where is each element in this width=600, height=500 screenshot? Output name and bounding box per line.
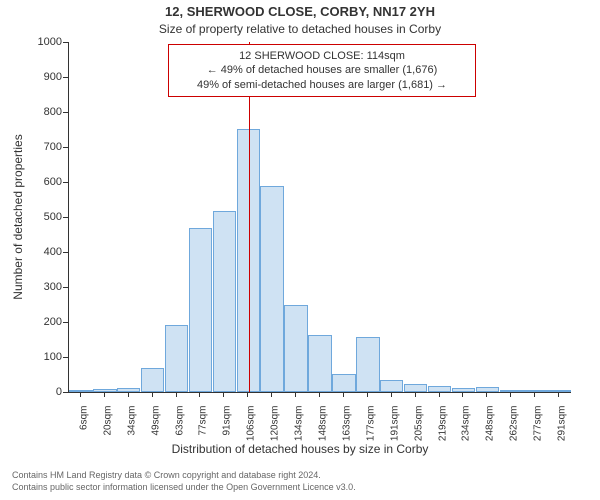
x-tick-mark — [176, 392, 177, 397]
x-tick-label: 163sqm — [341, 406, 352, 442]
y-tick-label: 300 — [22, 281, 68, 293]
x-tick-label: 6sqm — [78, 406, 89, 430]
histogram-bar — [213, 211, 236, 392]
x-tick-label: 120sqm — [270, 406, 281, 442]
x-tick-mark — [199, 392, 200, 397]
title-main: 12, SHERWOOD CLOSE, CORBY, NN17 2YH — [0, 4, 600, 19]
histogram-bar — [189, 228, 212, 393]
x-tick-label: 234sqm — [461, 406, 472, 442]
histogram-bar — [332, 374, 355, 392]
x-tick-label: 248sqm — [485, 406, 496, 442]
x-tick-mark — [534, 392, 535, 397]
x-tick-label: 106sqm — [246, 406, 257, 442]
x-tick-mark — [486, 392, 487, 397]
title-sub: Size of property relative to detached ho… — [0, 22, 600, 36]
x-axis-label: Distribution of detached houses by size … — [0, 442, 600, 456]
x-tick-mark — [510, 392, 511, 397]
y-tick-mark — [63, 217, 68, 218]
histogram-bar — [237, 129, 260, 392]
x-tick-mark — [271, 392, 272, 397]
x-tick-label: 77sqm — [198, 406, 209, 436]
histogram-bar — [260, 186, 283, 393]
annotation-box: 12 SHERWOOD CLOSE: 114sqm← 49% of detach… — [168, 44, 476, 97]
x-tick-label: 134sqm — [294, 406, 305, 442]
x-tick-label: 291sqm — [557, 406, 568, 442]
x-tick-mark — [462, 392, 463, 397]
x-tick-mark — [343, 392, 344, 397]
y-tick-mark — [63, 357, 68, 358]
histogram-bar — [404, 384, 427, 392]
footer-line1: Contains HM Land Registry data © Crown c… — [12, 470, 356, 482]
x-tick-mark — [391, 392, 392, 397]
y-tick-mark — [63, 112, 68, 113]
y-tick-mark — [63, 287, 68, 288]
y-tick-label: 500 — [22, 211, 68, 223]
footer-line2: Contains public sector information licen… — [12, 482, 356, 494]
x-tick-mark — [415, 392, 416, 397]
histogram-bar — [117, 388, 140, 392]
x-tick-label: 219sqm — [437, 406, 448, 442]
y-tick-mark — [63, 77, 68, 78]
x-tick-label: 34sqm — [126, 406, 137, 436]
y-tick-label: 900 — [22, 71, 68, 83]
y-tick-mark — [63, 322, 68, 323]
x-tick-label: 91sqm — [222, 406, 233, 436]
x-tick-label: 148sqm — [318, 406, 329, 442]
histogram-bar — [141, 368, 164, 392]
x-tick-label: 20sqm — [102, 406, 113, 436]
x-tick-label: 191sqm — [389, 406, 400, 442]
y-tick-mark — [63, 392, 68, 393]
y-tick-label: 600 — [22, 176, 68, 188]
x-tick-mark — [104, 392, 105, 397]
y-tick-mark — [63, 147, 68, 148]
x-tick-mark — [223, 392, 224, 397]
x-tick-mark — [152, 392, 153, 397]
y-tick-mark — [63, 182, 68, 183]
y-tick-label: 1000 — [22, 36, 68, 48]
x-tick-mark — [367, 392, 368, 397]
y-tick-mark — [63, 42, 68, 43]
y-tick-label: 700 — [22, 141, 68, 153]
x-tick-label: 262sqm — [509, 406, 520, 442]
x-tick-mark — [80, 392, 81, 397]
footer-attribution: Contains HM Land Registry data © Crown c… — [12, 470, 356, 493]
x-tick-mark — [295, 392, 296, 397]
y-tick-label: 100 — [22, 351, 68, 363]
histogram-bar — [380, 380, 403, 392]
x-tick-mark — [247, 392, 248, 397]
x-tick-label: 177sqm — [365, 406, 376, 442]
x-tick-mark — [558, 392, 559, 397]
x-tick-label: 49sqm — [150, 406, 161, 436]
histogram-bar — [308, 335, 331, 392]
y-tick-label: 200 — [22, 316, 68, 328]
x-tick-mark — [128, 392, 129, 397]
y-tick-label: 800 — [22, 106, 68, 118]
histogram-bar — [356, 337, 379, 392]
histogram-bar — [93, 389, 116, 393]
histogram-bar — [284, 305, 307, 393]
y-tick-mark — [63, 252, 68, 253]
annotation-line: 49% of semi-detached houses are larger (… — [177, 78, 467, 92]
histogram-bar — [69, 390, 92, 392]
annotation-line: ← 49% of detached houses are smaller (1,… — [177, 63, 467, 77]
annotation-line: 12 SHERWOOD CLOSE: 114sqm — [177, 49, 467, 63]
chart-container: 12, SHERWOOD CLOSE, CORBY, NN17 2YH Size… — [0, 0, 600, 500]
y-tick-label: 400 — [22, 246, 68, 258]
histogram-bar — [165, 325, 188, 392]
x-tick-label: 277sqm — [533, 406, 544, 442]
x-tick-mark — [439, 392, 440, 397]
y-tick-label: 0 — [22, 386, 68, 398]
x-tick-mark — [319, 392, 320, 397]
x-tick-label: 205sqm — [413, 406, 424, 442]
x-tick-label: 63sqm — [174, 406, 185, 436]
